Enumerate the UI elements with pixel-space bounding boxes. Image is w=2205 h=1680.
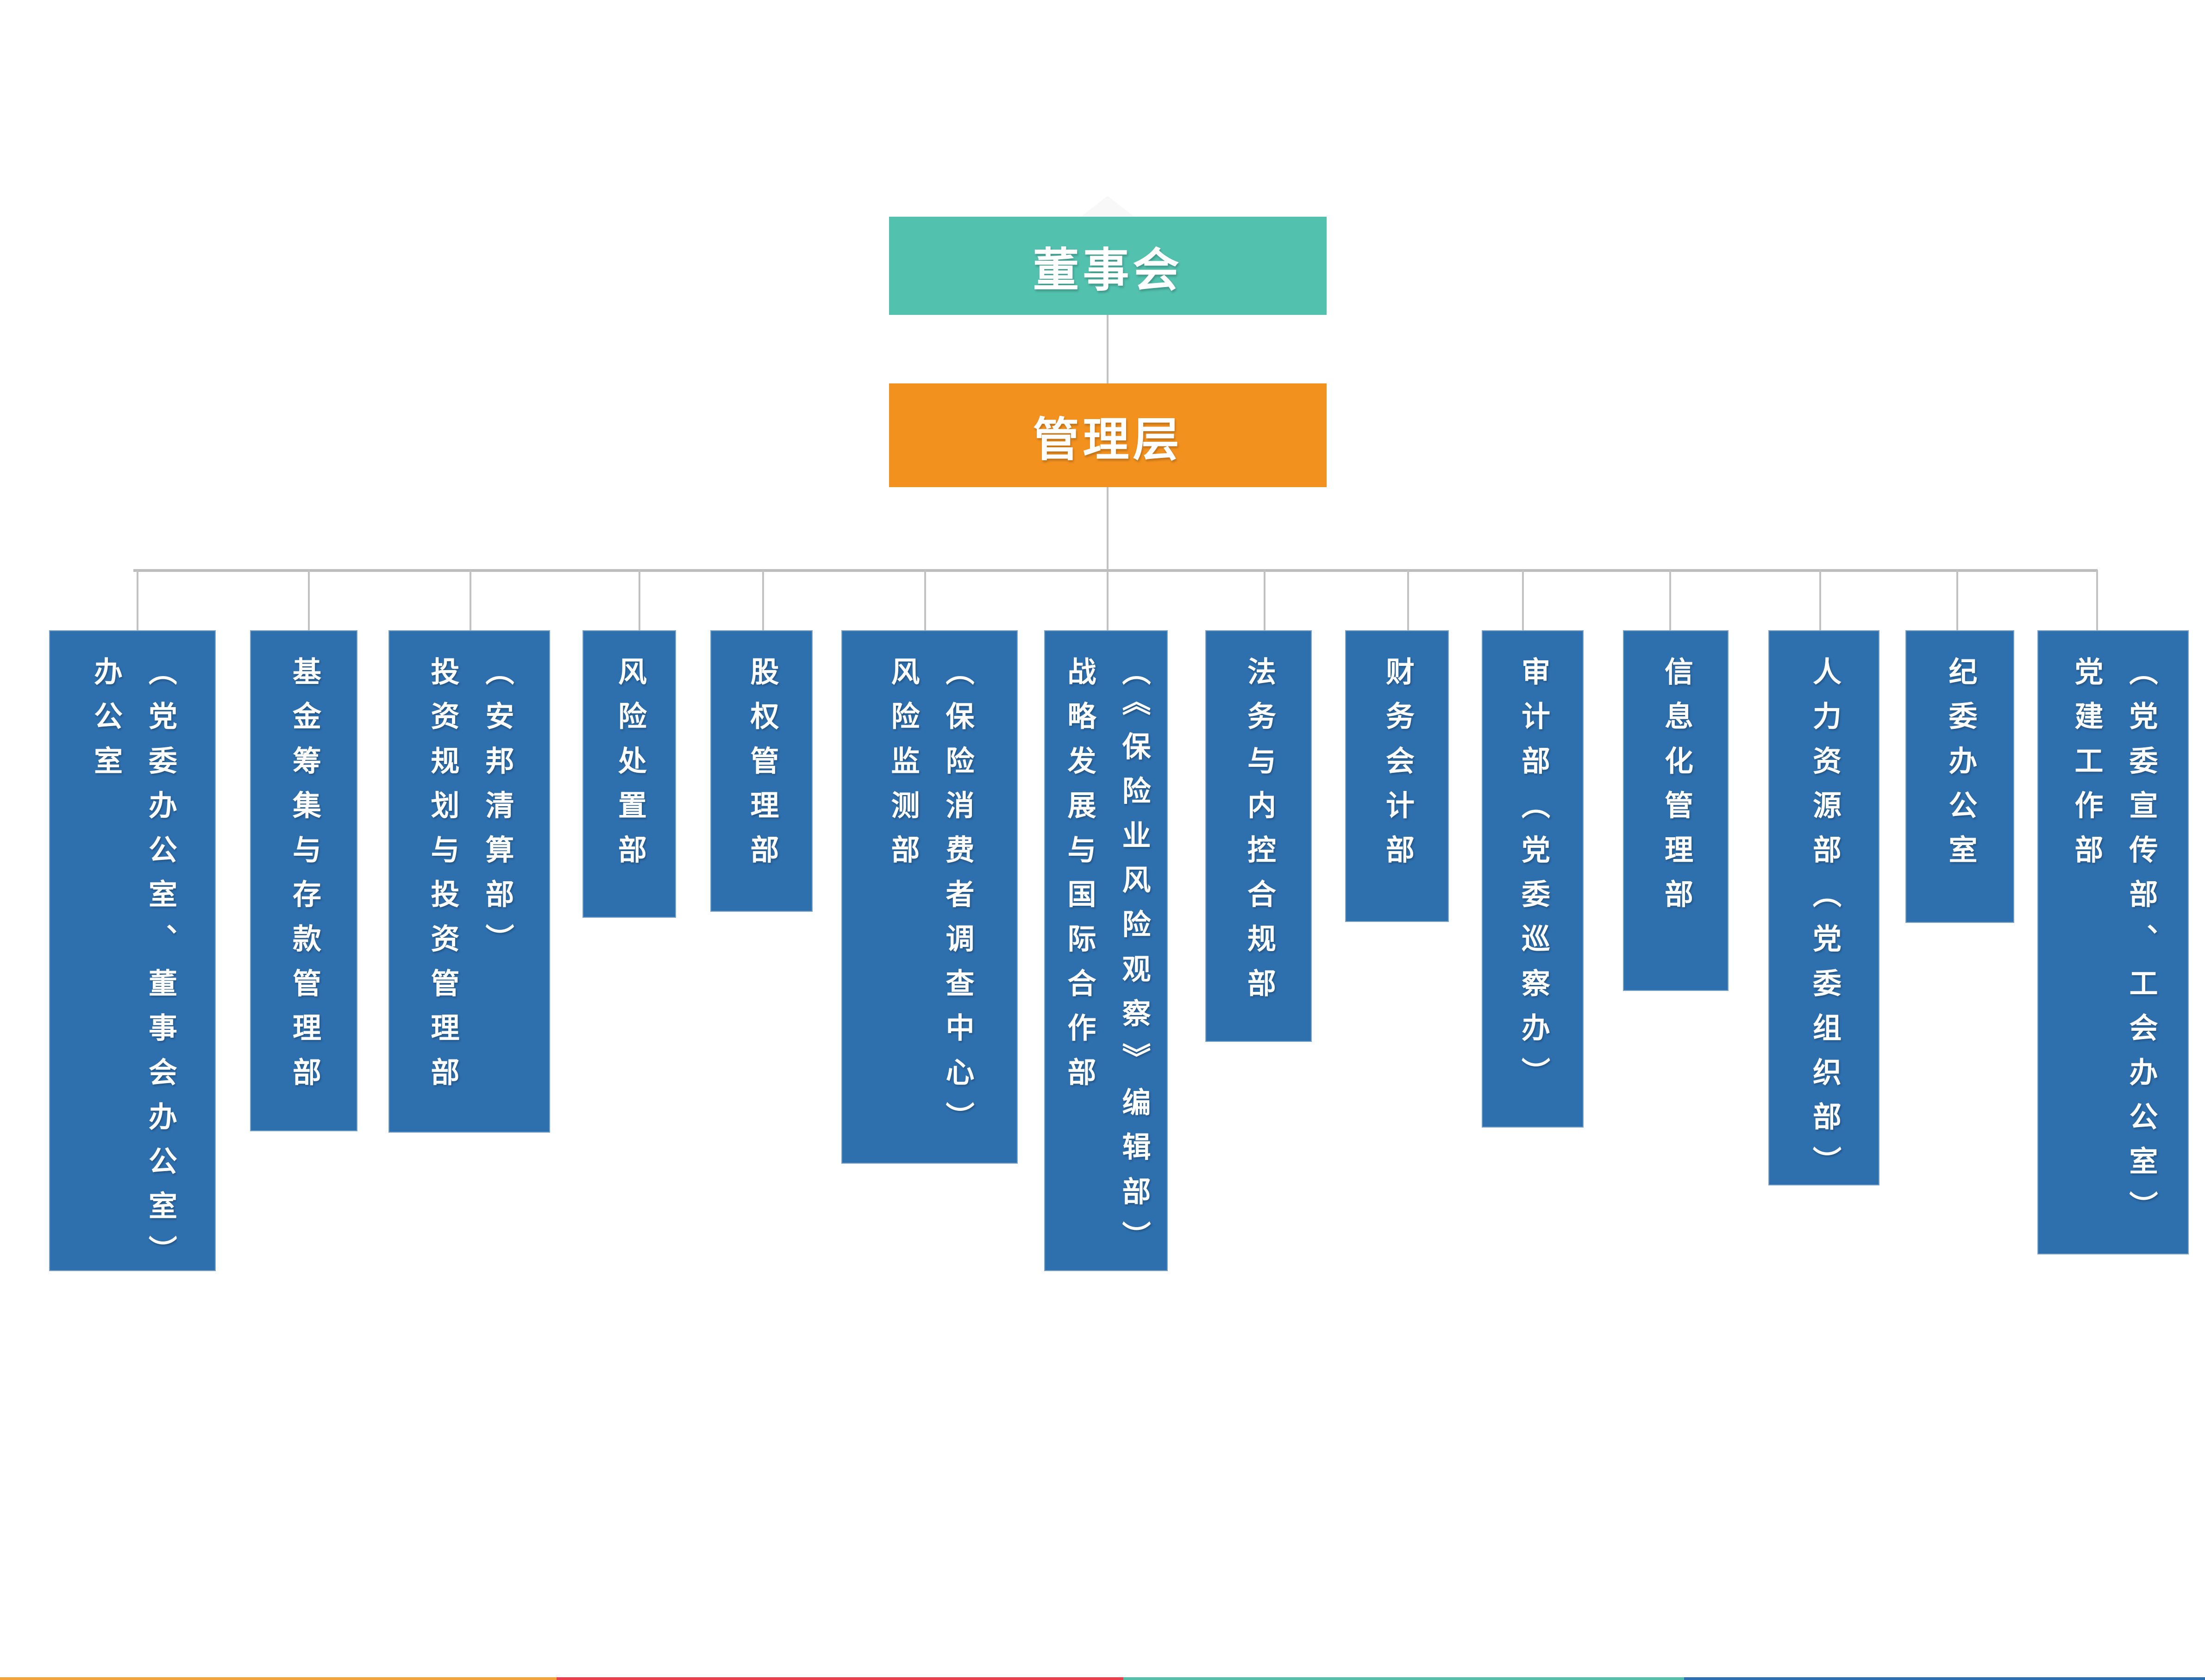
root-box-label: 董事会 (1033, 244, 1183, 296)
management-box-label: 管理层 (1033, 414, 1183, 466)
department-name: 纪委办公室 (1944, 657, 1976, 879)
connector-rail-to-department (2096, 570, 2098, 632)
connector-rail (133, 569, 2098, 572)
footer-strip-segment (1123, 1677, 1684, 1680)
department-name: 人力资源部（党委组织部） (1808, 657, 1840, 1191)
department-box: 风险监测部 （保险消费者调查中心） (841, 630, 1018, 1164)
department-name: 审计部（党委巡察办） (1517, 657, 1549, 1102)
connector-rail-to-department (924, 570, 926, 632)
department-box: 党建工作部 （党委宣传部、工会办公室） (2037, 630, 2189, 1254)
connector-rail-to-department (1669, 570, 1671, 632)
footer-color-strip (0, 1677, 2205, 1680)
department-box: 基金筹集与存款管理部 (250, 630, 357, 1131)
connector-root-to-management (1107, 315, 1109, 383)
department-note: （安邦清算部） (481, 657, 513, 968)
department-box: 办公室 （党委办公室、董事会办公室） (49, 630, 216, 1279)
department-box: 战略发展与国际合作部 （《保险业风险观察》编辑部） (1044, 630, 1168, 1271)
footer-strip-segment (1684, 1677, 2205, 1680)
connector-rail-to-department (1956, 570, 1958, 632)
department-name: 法务与内控合规部 (1243, 657, 1275, 1013)
department-name: 投资规划与投资管理部 (426, 657, 458, 1102)
connector-rail-to-department (137, 570, 138, 632)
connector-rail-to-department (1407, 570, 1409, 632)
root-box-board: 董事会 (889, 217, 1327, 315)
connector-management-to-rail (1107, 487, 1109, 633)
connector-rail-to-department (470, 570, 471, 632)
department-box: 法务与内控合规部 (1205, 630, 1312, 1042)
department-name: 基金筹集与存款管理部 (288, 657, 320, 1102)
connector-rail-to-department (308, 570, 310, 632)
department-name: 党建工作部 (2070, 657, 2102, 879)
management-box: 管理层 (889, 383, 1327, 487)
department-box: 人力资源部（党委组织部） (1768, 630, 1879, 1191)
connector-rail-to-department (762, 570, 764, 632)
footer-strip-segment (0, 1677, 557, 1680)
department-box: 信息化管理部 (1623, 630, 1729, 991)
footer-strip-segment (557, 1677, 1123, 1680)
connector-rail-to-department (1522, 570, 1524, 632)
department-box: 纪委办公室 (1905, 630, 2014, 923)
department-note: （保险消费者调查中心） (941, 657, 973, 1147)
watermark-triangle-icon (1078, 196, 1137, 219)
department-box: 财务会计部 (1345, 630, 1449, 922)
department-name: 信息化管理部 (1660, 657, 1692, 924)
department-box: 风险处置部 (583, 630, 676, 918)
connector-rail-to-department (1819, 570, 1821, 632)
department-box: 股权管理部 (710, 630, 813, 912)
connector-rail-to-department (639, 570, 640, 632)
department-name: 办公室 (89, 657, 121, 790)
department-box: 投资规划与投资管理部 （安邦清算部） (388, 630, 550, 1133)
department-name: 战略发展与国际合作部 (1063, 657, 1095, 1102)
department-name: 股权管理部 (745, 657, 778, 879)
department-name: 风险监测部 (886, 657, 919, 879)
connector-rail-to-department (1264, 570, 1265, 632)
department-box: 审计部（党委巡察办） (1482, 630, 1584, 1128)
department-name: 风险处置部 (614, 657, 645, 879)
department-name: 财务会计部 (1381, 657, 1413, 879)
department-note: （党委办公室、董事会办公室） (144, 657, 176, 1280)
department-note: （《保险业风险观察》编辑部） (1117, 657, 1150, 1266)
department-note: （党委宣传部、工会办公室） (2124, 657, 2157, 1235)
